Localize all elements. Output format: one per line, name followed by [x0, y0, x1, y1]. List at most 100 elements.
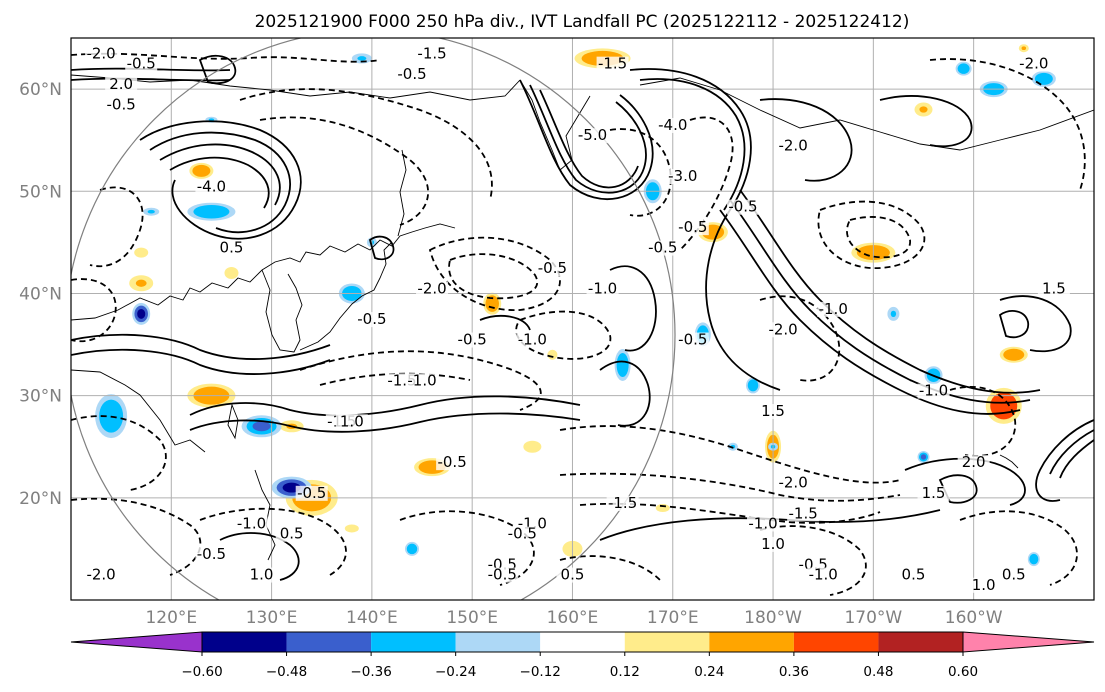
divergence-area-peak [252, 421, 271, 432]
contour-label-bg [997, 567, 1030, 583]
contour-label-bg [536, 261, 569, 277]
divergence-area-peak [357, 56, 367, 61]
latitude-labels: 60°N 50°N 40°N 30°N 20°N [19, 80, 62, 509]
pos-contour [999, 295, 1072, 353]
contour-label-bg [726, 199, 759, 215]
divergence-area-peak [147, 209, 155, 214]
divergence-area-peak [135, 279, 147, 287]
neg-contour [559, 425, 901, 484]
contour-label: 2.0 [109, 75, 133, 93]
pos-contour [169, 156, 270, 209]
pos-contour [1035, 419, 1094, 502]
coastline-sakhalin [397, 149, 407, 237]
contour-label-bg [556, 567, 589, 583]
neg-contour [428, 236, 561, 311]
contour-label-bg [1037, 281, 1070, 297]
contour-label-bg [807, 567, 840, 583]
contour-label: -1.0 [748, 514, 777, 532]
contour-label: -0.5 [538, 259, 567, 277]
pos-contour [938, 474, 978, 504]
neg-contour [929, 58, 1086, 191]
coastline-alaska [639, 77, 1094, 151]
map-title: 2025121900 F000 250 hPa div., IVT Landfa… [255, 12, 910, 32]
contour-label-bg [917, 383, 950, 399]
divergence-area-peak [200, 207, 223, 216]
coastline-korea [261, 269, 303, 353]
landfall-region-circle [71, 38, 676, 600]
colorbar-extend-high [962, 631, 1095, 653]
lat-label: 60°N [19, 80, 62, 100]
pos-contour [539, 89, 639, 189]
lon-label: 120°E [145, 608, 197, 628]
contour-label-bg [235, 516, 268, 532]
contour-label: -0.5 [648, 239, 677, 257]
pos-contour [599, 360, 651, 427]
longitude-labels: 120°E 130°E 140°E 150°E 160°E 170°E 180°W 170°W… [145, 608, 1002, 628]
coastline-philippines [254, 469, 276, 561]
pos-contour [139, 120, 302, 240]
contour-label-bg [957, 455, 990, 471]
contour-label: -0.5 [678, 331, 707, 349]
lat-label: 30°N [19, 387, 62, 407]
pos-contour [529, 84, 647, 194]
lat-label: 50°N [19, 182, 62, 202]
contour-label: 1.0 [761, 535, 785, 553]
contour-label: 0.5 [561, 566, 585, 584]
colorbar-tick-label: −0.36 [350, 664, 391, 680]
divergence-area-peak [423, 463, 441, 472]
contour-label: 0.5 [280, 525, 304, 543]
contour-label-bg [1017, 56, 1050, 72]
coastline-taiwan [227, 403, 239, 440]
contour-label: -0.5 [458, 331, 487, 349]
contour-label: -1.5 [608, 494, 637, 512]
contour-label-bg [576, 128, 609, 144]
contour-label: -5.0 [578, 126, 607, 144]
contour-label: -1.0 [588, 279, 617, 297]
map-frame [70, 37, 1095, 601]
contour-label: -2.0 [86, 566, 115, 584]
contour-label-bg [787, 506, 820, 522]
contour-label: -2.0 [1019, 55, 1048, 73]
divergence-area-peak [348, 526, 355, 531]
contour-label-bg [656, 117, 689, 133]
pos-contour [149, 131, 291, 234]
coastline-hawaii [999, 454, 1019, 469]
divergence-area-peak [1021, 46, 1027, 51]
contour-label: 0.5 [220, 239, 244, 257]
contour-label-bg [486, 567, 519, 583]
neg-contour [239, 88, 493, 201]
contour-label-bg [646, 240, 679, 256]
neg-contour [559, 472, 901, 502]
lon-label: 170°W [844, 608, 902, 628]
contour-label: -4.0 [197, 177, 226, 195]
lat-lon-gridlines [71, 38, 1094, 600]
colorbar-segment [878, 632, 963, 652]
divergence-area-peak [1031, 555, 1037, 563]
pos-contour [219, 532, 300, 581]
contour-label-bg [817, 301, 850, 317]
contour-label: -1.5 [598, 55, 627, 73]
colorbar-tick-label: 0.12 [610, 664, 640, 680]
contour-label: -0.5 [297, 484, 326, 502]
contour-label-bg [406, 373, 439, 389]
colorbar-segment [709, 632, 794, 652]
pos-contour [739, 189, 1041, 394]
colorbar-segment [371, 632, 456, 652]
contour-label-bg [195, 547, 228, 563]
pos-contour [368, 235, 395, 261]
neg-contour [759, 295, 841, 382]
pos-contour [998, 310, 1030, 339]
contour-label: -1.0 [518, 331, 547, 349]
colorbar-tick-label: 0.60 [948, 664, 978, 680]
colorbar-tick-label: −0.48 [266, 664, 307, 680]
contour-value-labels: -2.0 -0.5 -1.5 -0.5 -1.5 -2.0 -0.5 2.0 -5.0 -4.0 -… [85, 44, 1070, 594]
colorbar-tick-label: −0.60 [181, 664, 222, 680]
contour-label: -0.5 [357, 310, 386, 328]
divergence-area-peak [659, 506, 666, 510]
contour-label: 1.0 [250, 566, 274, 584]
divergence-area-peak [528, 444, 537, 450]
colorbar-outline [201, 631, 964, 653]
pos-contour [71, 77, 231, 82]
contour-label: -2.0 [417, 279, 446, 297]
contour-label-bg [596, 56, 629, 72]
